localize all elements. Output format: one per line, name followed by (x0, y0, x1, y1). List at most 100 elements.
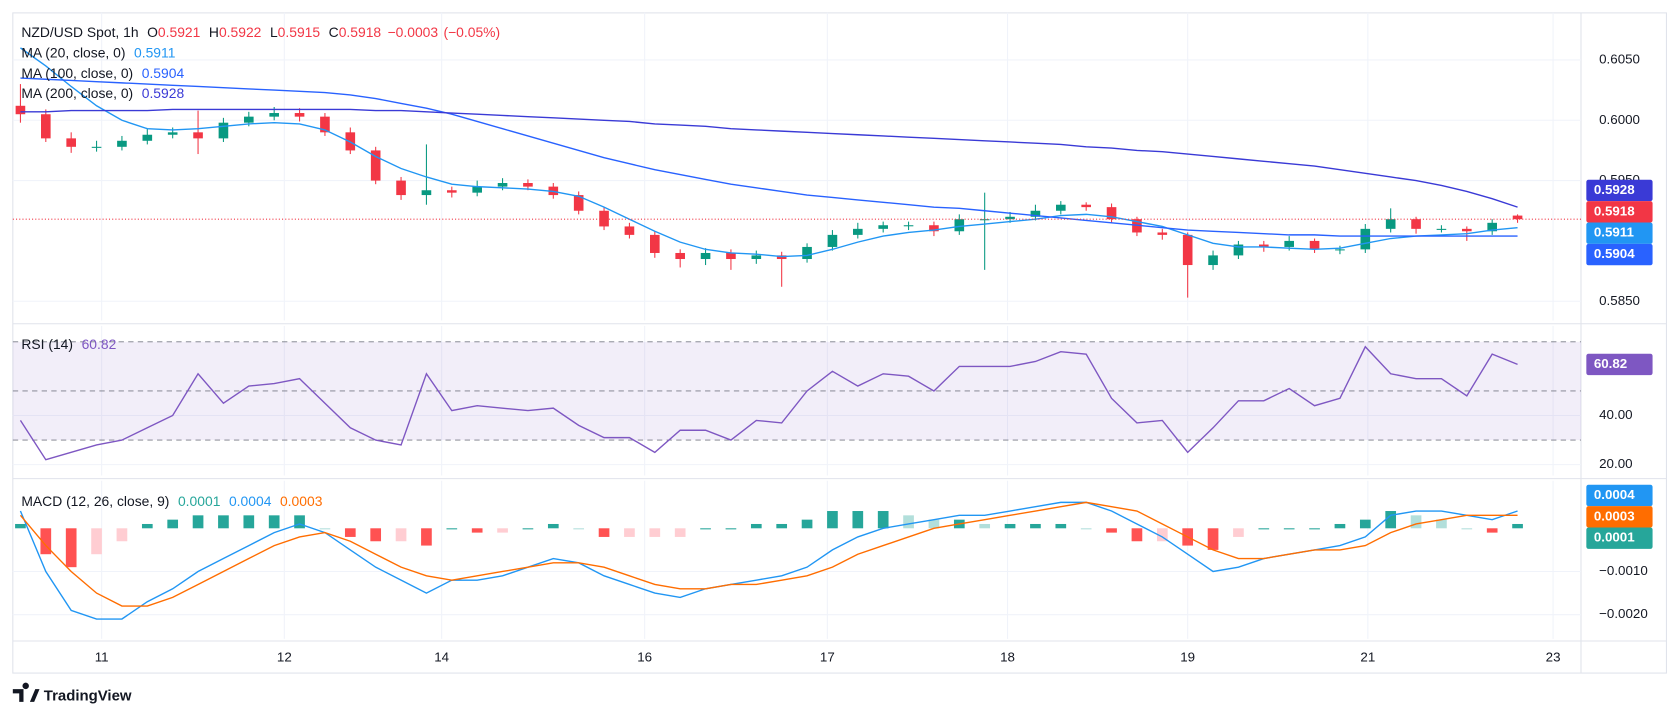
candle-body (903, 225, 914, 227)
candle-body (421, 190, 432, 196)
axis-badge (1586, 484, 1653, 507)
legend-name: MA (200, close, 0) (21, 85, 133, 101)
quote-value: 0.5915 (278, 24, 321, 40)
histogram-bar (903, 515, 914, 529)
histogram-bar (750, 523, 762, 529)
legend-name: RSI (14) (21, 336, 73, 352)
histogram-bar (573, 528, 585, 530)
histogram-bar (421, 528, 432, 546)
candle-body (827, 234, 838, 247)
axis-badge-label: 0.0001 (1594, 530, 1635, 545)
x-tick-label: 12 (277, 650, 292, 665)
histogram-bar (1410, 515, 1422, 529)
candle-body (1284, 240, 1294, 247)
x-tick-label: 11 (95, 650, 109, 665)
candle-body (1106, 207, 1117, 220)
candle-body (1081, 204, 1091, 208)
candle-body (751, 255, 762, 260)
quote-value: 0.5922 (219, 24, 262, 40)
axis-badge (1586, 527, 1653, 549)
histogram-bar (1004, 523, 1016, 529)
y-tick-label: 40.00 (1599, 407, 1632, 422)
axis-badge-label: 0.5904 (1594, 246, 1635, 261)
rsi-line (19, 345, 1518, 461)
legend-entry: MA (20, close, 0) 0.5911 (21, 44, 175, 60)
axis-badge-label: 0.5928 (1594, 182, 1635, 197)
y-tick-label: −0.0010 (1599, 563, 1648, 578)
histogram-bar (776, 523, 788, 529)
histogram-bar (1436, 519, 1447, 529)
macd-line (19, 501, 1518, 607)
x-tick-label: 19 (1180, 650, 1195, 665)
candle-body (370, 150, 381, 181)
legend-value: 0.0001 (178, 493, 221, 509)
histogram-bar (91, 528, 102, 555)
moving-average-line (20, 108, 1518, 208)
legend-header: NZD/USD Spot, 1h O0.5921 H0.5922 L0.5915 C0.… (21, 24, 500, 40)
chart-frame (12, 12, 1667, 674)
x-tick-label: 23 (1546, 650, 1561, 665)
candle-body (649, 234, 660, 253)
x-tick-label: 21 (1360, 650, 1375, 665)
candle-body (243, 116, 254, 123)
legend-name: MACD (12, 26, close, 9) (21, 493, 169, 509)
candle-body (1411, 219, 1421, 229)
candle-body (1259, 244, 1269, 247)
candle-body (1005, 216, 1015, 220)
histogram-bar (700, 528, 711, 530)
axis-badge (1586, 222, 1653, 244)
axis-badge-label: 60.82 (1594, 356, 1627, 371)
candle-body (320, 116, 330, 133)
histogram-bar (192, 515, 204, 529)
histogram-bar (1258, 528, 1270, 530)
histogram-bar (1207, 528, 1219, 550)
candle-body (599, 210, 609, 227)
histogram-bar (15, 523, 26, 529)
histogram-bar (116, 528, 128, 542)
quote-name: O (147, 24, 158, 40)
legend-value: 0.0003 (280, 493, 323, 509)
candle-body (218, 122, 229, 139)
histogram-bar (1309, 528, 1320, 530)
histogram-bar (725, 528, 737, 530)
axis-badge (1586, 243, 1653, 266)
candle-body (472, 186, 482, 193)
histogram-bar (827, 511, 838, 529)
histogram-bar (928, 519, 940, 529)
histogram-bar (141, 523, 153, 529)
brand-logo: TradingView (12, 682, 132, 705)
histogram-bar (446, 528, 458, 530)
histogram-bar (319, 528, 331, 530)
candle-body (1182, 234, 1193, 266)
candle-body (675, 252, 685, 260)
candle-body (1056, 204, 1066, 211)
histogram-bar (1283, 528, 1295, 530)
legend-value: 0.5928 (142, 85, 185, 101)
y-tick-label: 20.00 (1599, 456, 1632, 471)
candle-body (1512, 215, 1523, 220)
moving-average-line (20, 47, 1518, 258)
candle-body (929, 225, 939, 232)
x-tick-label: 16 (637, 650, 652, 665)
candle-body (1030, 210, 1041, 217)
axis-badge-label: 0.5918 (1594, 203, 1635, 218)
candle-body (15, 105, 26, 115)
legend-entry: MA (100, close, 0) 0.5904 (21, 64, 184, 80)
candle-body (573, 195, 584, 211)
candle-body (117, 140, 127, 147)
candle-body (1487, 222, 1497, 232)
quote-name: L (270, 24, 278, 40)
x-tick-label: 14 (434, 650, 449, 665)
symbol-title: NZD/USD Spot, 1h (21, 24, 138, 40)
axis-badge-label: 0.5911 (1594, 225, 1635, 240)
histogram-bar (1385, 511, 1397, 529)
moving-average-line (20, 77, 1518, 237)
histogram-bar (1512, 523, 1523, 529)
legend-value: 0.5911 (134, 44, 176, 60)
legend-entry: MA (200, close, 0) 0.5928 (21, 85, 184, 101)
legend-value: 60.82 (82, 336, 117, 352)
quote-value: 0.5918 (339, 24, 382, 40)
histogram-bar (649, 528, 661, 537)
